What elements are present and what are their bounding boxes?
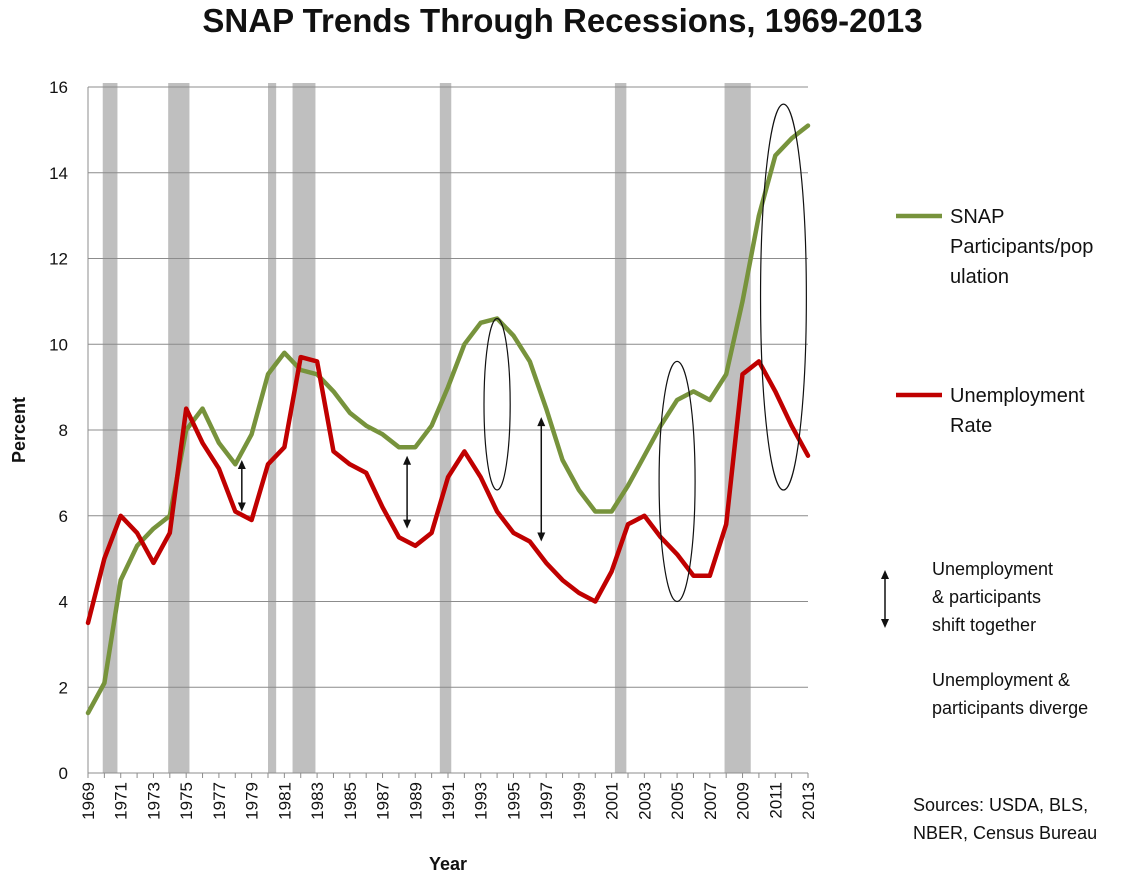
x-tick-label: 1993 xyxy=(472,782,491,820)
unemployment-series-line xyxy=(85,354,811,626)
recession-band xyxy=(268,83,277,773)
arrow-head-down xyxy=(237,502,246,512)
snap-series-line xyxy=(85,123,811,716)
x-tick-label: 1991 xyxy=(439,782,458,820)
y-tick-label: 6 xyxy=(59,507,68,526)
note-diverge: Unemployment & participants diverge xyxy=(932,666,1088,722)
legend-unemp-line-1: Unemployment xyxy=(950,385,1085,407)
y-axis-title: Percent xyxy=(9,397,29,463)
sources-line-1: Sources: USDA, BLS, xyxy=(913,795,1089,815)
recession-band xyxy=(292,83,316,773)
note-diverge-line-1: Unemployment & xyxy=(932,670,1071,690)
x-tick-label: 2013 xyxy=(799,782,818,820)
gridlines xyxy=(88,86,808,688)
x-tick-label: 1999 xyxy=(570,782,589,820)
x-tick-label: 1987 xyxy=(374,782,393,820)
x-tick-label: 2011 xyxy=(766,782,785,819)
x-tick-label: 1969 xyxy=(79,782,98,820)
legend-unemp-line-2: Rate xyxy=(950,415,993,437)
chart-title: SNAP Trends Through Recessions, 1969-201… xyxy=(202,2,923,39)
sources-note: Sources: USDA, BLS, NBER, Census Bureau xyxy=(913,791,1097,847)
recession-bands xyxy=(102,83,751,773)
x-tick-label: 1973 xyxy=(144,782,163,820)
divergence-ellipse xyxy=(759,103,807,491)
x-tick-label: 2003 xyxy=(635,782,654,820)
recession-band xyxy=(439,83,452,773)
y-tick-label: 2 xyxy=(59,678,68,697)
double-arrow xyxy=(403,455,412,529)
x-tick-label: 2009 xyxy=(734,782,753,820)
x-tick-label: 2007 xyxy=(701,782,720,820)
x-tick-label: 1975 xyxy=(177,782,196,820)
sources-line-2: NBER, Census Bureau xyxy=(913,823,1098,843)
x-tick-label: 1971 xyxy=(112,782,131,820)
note-shift-together: Unemployment & participants shift togeth… xyxy=(932,555,1053,639)
divergence-ellipse xyxy=(483,317,511,491)
x-tick-label: 1989 xyxy=(406,782,425,820)
x-tick-label: 1983 xyxy=(308,782,327,820)
y-tick-label: 14 xyxy=(49,164,68,183)
recession-band xyxy=(102,83,118,773)
x-axis-title: Year xyxy=(429,854,467,874)
y-tick-label: 8 xyxy=(59,421,68,440)
arrow-head-up xyxy=(403,455,412,465)
legend-snap-line-3: ulation xyxy=(950,266,1009,288)
legend-entry-snap: SNAP Participants/pop ulation xyxy=(950,202,1093,292)
legend-entry-unemployment: Unemployment Rate xyxy=(950,381,1085,441)
x-tick-label: 2001 xyxy=(603,782,622,820)
divergence-ellipse xyxy=(658,360,696,603)
arrow-head-up xyxy=(237,460,246,470)
x-tick-labels: 1969 1971 1973 1975 1977 1979 1981 1983 1985 1987… xyxy=(79,773,818,820)
note-shift-line-2: & participants xyxy=(932,587,1042,607)
note-diverge-line-2: participants diverge xyxy=(932,698,1089,718)
double-arrow xyxy=(537,417,546,542)
x-tick-label: 2005 xyxy=(668,782,687,820)
arrow-head-up xyxy=(537,417,546,427)
x-tick-label: 1981 xyxy=(275,782,294,820)
series-lines xyxy=(85,123,811,716)
arrow-head-down xyxy=(403,519,412,529)
recession-band xyxy=(168,83,190,773)
key-double-arrow xyxy=(881,570,889,628)
y-tick-labels: 0 2 4 6 8 10 12 14 16 xyxy=(49,78,68,783)
note-shift-line-3: shift together xyxy=(932,615,1037,635)
legend-swatches xyxy=(896,213,942,398)
x-tick-label: 1997 xyxy=(537,782,556,820)
legend-snap-line-2: Participants/pop xyxy=(950,236,1094,258)
y-tick-label: 0 xyxy=(59,764,68,783)
y-tick-label: 4 xyxy=(59,593,68,612)
arrow-head-up xyxy=(881,570,889,579)
y-tick-label: 16 xyxy=(49,78,68,97)
arrow-head-down xyxy=(537,532,546,542)
x-tick-label: 1995 xyxy=(504,782,523,820)
note-shift-line-1: Unemployment xyxy=(932,559,1054,579)
double-arrow xyxy=(237,460,246,512)
arrow-head-down xyxy=(881,619,889,628)
x-tick-label: 1977 xyxy=(210,782,229,820)
y-tick-label: 12 xyxy=(49,250,68,269)
recession-band xyxy=(614,83,627,773)
legend-snap-line-1: SNAP xyxy=(950,206,1005,228)
y-tick-label: 10 xyxy=(49,335,68,354)
x-tick-label: 1979 xyxy=(243,782,262,820)
x-tick-label: 1985 xyxy=(341,782,360,820)
annotations xyxy=(237,103,889,628)
